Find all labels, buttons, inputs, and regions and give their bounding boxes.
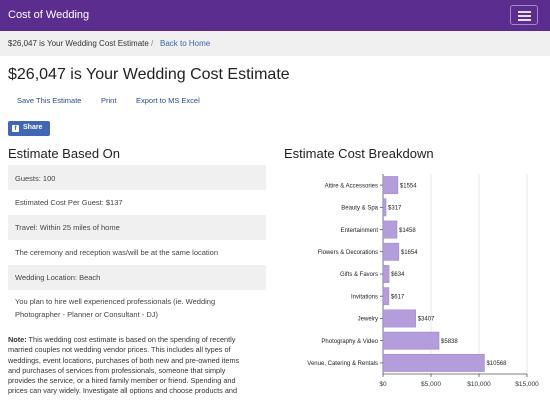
hamburger-icon (518, 11, 531, 13)
data-label: $617 (391, 294, 405, 300)
hamburger-icon (518, 19, 531, 21)
bar (382, 242, 400, 261)
data-label: $317 (388, 206, 402, 212)
bar (382, 265, 390, 283)
estimate-row-travel: Travel: Within 25 miles of home (8, 215, 266, 240)
data-label: $10568 (486, 361, 507, 367)
breadcrumb: $26,047 is Your Wedding Cost Estimate / … (0, 31, 550, 56)
note-paragraph: Note: This wedding cost estimate is base… (8, 335, 240, 396)
category-label: Photography & Video (321, 339, 378, 345)
bar (382, 309, 416, 328)
estimate-heading: Estimate Based On (8, 146, 120, 161)
hamburger-icon (518, 15, 531, 17)
data-label: $5838 (441, 339, 458, 345)
bar (382, 176, 399, 195)
data-label: $1458 (399, 228, 416, 234)
facebook-icon: f (12, 125, 19, 132)
cost-breakdown-chart: $0 $5,000 $10,000 $15,000 Attire & Accessori… (307, 174, 539, 388)
back-to-home-link[interactable]: Back to Home (160, 39, 211, 48)
share-label: Share (23, 124, 43, 131)
category-label: Beauty & Spa (341, 206, 378, 212)
data-label: $1654 (401, 250, 418, 256)
data-label: $3407 (418, 317, 435, 323)
x-tick-label: $10,000 (467, 381, 491, 388)
bar (382, 287, 390, 306)
note-label: Note: (8, 335, 27, 344)
category-label: Jewelry (358, 317, 378, 323)
export-excel-link[interactable]: Export to MS Excel (136, 96, 200, 105)
breadcrumb-separator: / (151, 39, 154, 48)
brand-link[interactable]: Cost of Wedding (8, 9, 90, 21)
category-label: Attire & Accessories (325, 183, 378, 189)
data-label: $1554 (400, 183, 417, 189)
print-link[interactable]: Print (101, 96, 117, 105)
page-title: $26,047 is Your Wedding Cost Estimate (8, 66, 290, 83)
bar (382, 198, 387, 217)
category-label: Gifts & Favors (340, 272, 378, 278)
estimate-row-cost-per-guest: Estimated Cost Per Guest: $137 (15, 198, 123, 207)
breadcrumb-current: $26,047 is Your Wedding Cost Estimate (8, 39, 149, 48)
navbar: Cost of Wedding (0, 0, 550, 31)
estimate-row-professionals: You plan to hire well experienced profes… (15, 297, 216, 319)
bar (382, 220, 398, 239)
category-label: Entertainment (341, 228, 379, 234)
category-label: Invitations (351, 294, 378, 300)
x-tick-label: $0 (379, 381, 387, 388)
x-tick-label: $15,000 (515, 381, 539, 388)
bar (382, 353, 485, 372)
save-estimate-link[interactable]: Save This Estimate (17, 96, 82, 105)
category-label: Flowers & Decorations (318, 250, 378, 256)
bar (382, 331, 440, 350)
estimate-row-location-type: The ceremony and reception was/will be a… (15, 248, 219, 257)
facebook-share-button[interactable]: f Share (8, 121, 50, 136)
estimate-row-wedding-location: Wedding Location: Beach (8, 265, 266, 290)
category-label: Venue, Catering & Rentals (307, 361, 378, 367)
x-tick-label: $5,000 (421, 381, 441, 388)
menu-toggle-button[interactable] (510, 5, 538, 25)
breakdown-heading: Estimate Cost Breakdown (284, 146, 434, 161)
estimate-row-guests: Guests: 100 (8, 165, 266, 190)
data-label: $634 (391, 272, 405, 278)
